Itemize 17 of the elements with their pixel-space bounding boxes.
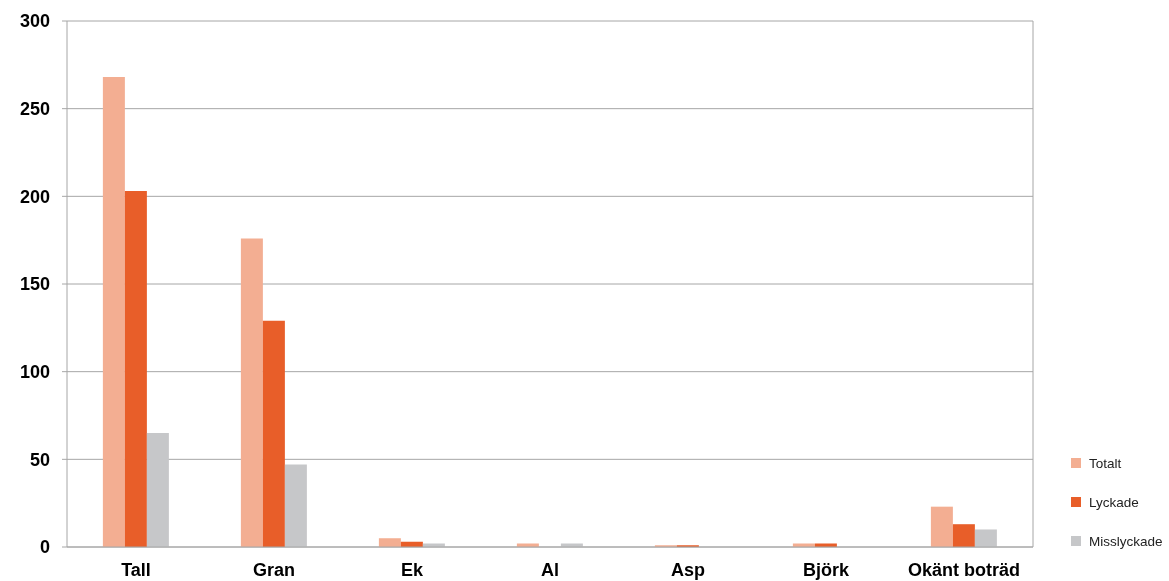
- x-tick-label: Ek: [400, 559, 424, 580]
- y-tick-label: 150: [19, 274, 50, 295]
- y-tick-label: 200: [19, 186, 50, 207]
- x-tick-label: Al: [541, 559, 559, 580]
- y-tick-label: 0: [39, 537, 50, 558]
- y-tick-label: 50: [29, 449, 50, 470]
- legend-label: Lyckade: [1089, 494, 1139, 510]
- x-tick-label: Gran: [252, 559, 296, 580]
- y-tick-label: 100: [19, 362, 50, 383]
- y-tick-label: 250: [19, 99, 50, 120]
- x-tick-label: Björk: [802, 559, 850, 580]
- x-tick-label: Asp: [670, 559, 706, 580]
- legend-label: Misslyckade: [1089, 533, 1163, 549]
- x-tick-label: Tall: [121, 559, 151, 580]
- legend-label: Totalt: [1089, 455, 1122, 471]
- y-tick-label: 300: [19, 11, 50, 32]
- x-tick-label: Okänt boträd: [907, 559, 1021, 580]
